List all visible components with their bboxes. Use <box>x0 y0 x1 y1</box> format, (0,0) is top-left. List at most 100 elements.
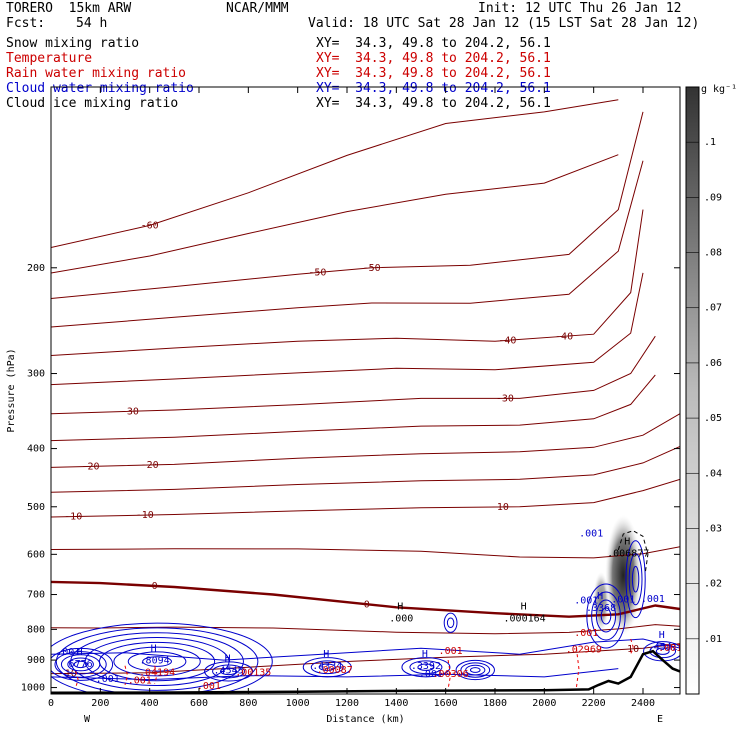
temperature-contour <box>51 546 680 559</box>
cloud-water-contour <box>443 612 458 633</box>
colorbar-tick-label: .03 <box>704 523 722 534</box>
endpoint-east: E <box>657 714 663 725</box>
cloud-water-contour <box>446 617 455 629</box>
cloud-water-contour <box>51 668 619 681</box>
field-cloudwater: Cloud water mixing ratio <box>6 81 194 96</box>
rain-water-label: .001 <box>439 646 463 657</box>
y-tick-label: 700 <box>27 590 45 601</box>
x-tick-label: 1600 <box>434 698 458 709</box>
cloud-water-contour <box>212 664 246 679</box>
rain-water-contour <box>575 648 580 688</box>
cloud-water-contour <box>628 553 643 606</box>
temperature-contour <box>51 478 680 518</box>
temperature-label: -10 <box>491 502 509 513</box>
cloud-water-contour <box>204 661 254 682</box>
y-tick-label: 200 <box>27 263 45 274</box>
x-tick-label: 2400 <box>631 698 655 709</box>
cloud-water-label: .001 <box>574 596 598 607</box>
cloud-water-contour <box>98 641 216 682</box>
y-tick-label: 600 <box>27 549 45 560</box>
colorbar-tick-label: .07 <box>704 303 722 314</box>
cloud-water-contour <box>409 660 443 675</box>
temperature-contour <box>51 272 644 386</box>
x-tick-label: 1000 <box>286 698 310 709</box>
rain-water-contour <box>630 638 634 655</box>
rain-water-max-value: .00306 <box>433 669 469 680</box>
temperature-label: -40 <box>498 335 516 346</box>
rain-water-max-value: .00135 <box>235 668 271 679</box>
cloud-water-contour <box>318 663 336 671</box>
x-tick-label: 400 <box>141 698 159 709</box>
temperature-label: -20 <box>141 460 159 471</box>
temperature-label: 0 <box>152 581 158 592</box>
temperature-contour <box>51 99 619 248</box>
temperature-contour <box>51 446 680 493</box>
rain-water-label: .001 <box>658 643 682 654</box>
rain-water-max-value: .04194 <box>139 668 175 679</box>
cloud-water-label: .001 <box>611 595 635 606</box>
snow-shading <box>605 515 642 636</box>
colorbar-tick-label: .02 <box>704 579 722 590</box>
temperature-contour <box>51 643 680 675</box>
init-time: Init: 12 UTC Thu 26 Jan 12 <box>478 1 682 16</box>
temperature-contour <box>51 209 644 356</box>
colorbar-tick-label: .1 <box>704 137 716 148</box>
cloud-water-label: .001 <box>641 594 665 605</box>
cloud-water-contour <box>51 638 680 661</box>
cloud-water-max-value: .3392 <box>411 661 441 672</box>
colorbar-tick-label: .04 <box>704 468 722 479</box>
cloud-water-max-h: H <box>77 647 83 658</box>
cloud-water-contour <box>54 651 107 678</box>
rain-water-label: .001 <box>128 676 152 687</box>
temperature-label: -30 <box>121 406 139 417</box>
temperature-contour <box>51 160 644 328</box>
y-tick-label: 1000 <box>21 683 45 694</box>
colorbar-tick-label: .06 <box>704 358 722 369</box>
temperature-contour <box>51 413 680 468</box>
temperature-contour <box>51 154 619 274</box>
cloud-water-contour <box>70 632 244 691</box>
rain-water-max-value: .02969 <box>566 645 602 656</box>
cloud-water-max-value: .006877 <box>607 548 649 559</box>
field-temperature: Temperature <box>6 51 93 66</box>
cloud-water-contour <box>625 540 646 619</box>
rain-water-label: .001 <box>574 628 598 639</box>
cloud-water-max-value: .000164 <box>504 613 546 624</box>
cloud-water-contour <box>595 599 617 633</box>
x-tick-label: 1400 <box>384 698 408 709</box>
org-label: NCAR/MMM <box>226 1 289 16</box>
rain-water-contour <box>447 660 452 689</box>
fcst-label: Fcst: <box>6 16 46 31</box>
field-cloudice: Cloud ice mixing ratio <box>6 96 179 111</box>
temperature-contour <box>51 624 680 635</box>
field-rain-xy: XY= 34.3, 49.8 to 204.2, 56.1 <box>316 66 551 81</box>
x-tick-label: 1200 <box>335 698 359 709</box>
cloud-water-contour <box>586 583 626 649</box>
cloud-ice-contour <box>617 530 649 572</box>
temperature-label: -20 <box>81 461 99 472</box>
temperature-contour <box>51 580 680 618</box>
temperature-label: -40 <box>555 331 573 342</box>
y-axis-label: Pressure (hPa) <box>6 348 17 432</box>
cloud-water-max-h: H <box>323 649 329 660</box>
x-tick-label: 200 <box>91 698 109 709</box>
plot-frame <box>50 86 681 695</box>
cloud-water-contour <box>401 657 451 678</box>
colorbar-tick-label: .09 <box>704 192 722 203</box>
colorbar-tick-label: .05 <box>704 413 722 424</box>
cloud-water-contour <box>417 663 435 671</box>
field-cloudice-xy: XY= 34.3, 49.8 to 204.2, 56.1 <box>316 96 551 111</box>
field-cloudwater-xy: XY= 34.3, 49.8 to 204.2, 56.1 <box>316 81 551 96</box>
rain-water-label: .001 <box>197 681 221 692</box>
x-tick-label: 2200 <box>582 698 606 709</box>
colorbar-units: g kg⁻¹ <box>701 84 737 95</box>
x-tick-label: 2000 <box>532 698 556 709</box>
cloud-water-label: .001 <box>579 528 603 539</box>
cloud-water-contour <box>113 646 201 677</box>
cloud-water-contour <box>142 656 172 667</box>
x-tick-label: 600 <box>190 698 208 709</box>
cloud-water-contour <box>455 659 495 681</box>
rain-water-max-value: .00087 <box>317 665 353 676</box>
field-temperature-xy: XY= 34.3, 49.8 to 204.2, 56.1 <box>316 51 551 66</box>
